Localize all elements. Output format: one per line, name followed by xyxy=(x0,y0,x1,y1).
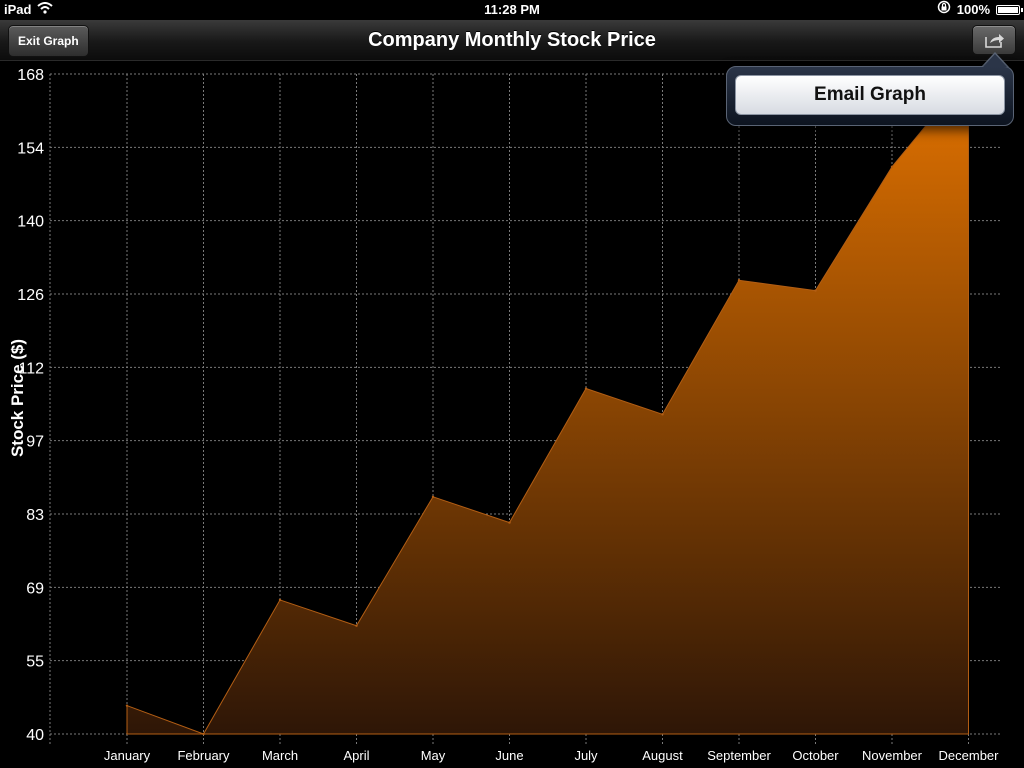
x-tick-label: April xyxy=(343,748,369,763)
battery-icon xyxy=(996,5,1023,15)
data-point xyxy=(125,704,129,707)
data-point xyxy=(661,413,664,416)
y-tick-label: 140 xyxy=(17,214,44,231)
data-point xyxy=(890,165,894,169)
y-axis-title: Stock Price ($) xyxy=(8,338,27,458)
y-tick-label: 69 xyxy=(26,580,44,597)
y-tick-label: 97 xyxy=(26,434,44,451)
stock-price-chart: 168 154 140 126 112 97 83 69 55 40 January Februar… xyxy=(17,67,1000,763)
device-label: iPad xyxy=(4,2,32,17)
y-tick-label: 126 xyxy=(17,287,44,304)
y-tick-label: 40 xyxy=(26,727,44,744)
x-tick-label: June xyxy=(495,748,523,763)
share-button[interactable] xyxy=(972,25,1016,55)
x-tick-label: November xyxy=(862,748,923,763)
x-tick-label: August xyxy=(642,748,683,763)
data-point xyxy=(355,624,358,627)
share-popover: Email Graph xyxy=(726,66,1014,126)
status-bar: iPad 11:28 PM 100% xyxy=(0,0,1024,20)
x-tick-label: September xyxy=(707,748,771,763)
data-point xyxy=(431,495,435,499)
data-point xyxy=(737,279,741,282)
share-icon xyxy=(985,34,1004,48)
y-tick-label: 83 xyxy=(26,507,44,524)
status-time: 11:28 PM xyxy=(484,2,540,17)
data-point xyxy=(814,289,817,292)
battery-percent: 100% xyxy=(956,2,990,17)
x-tick-label: February xyxy=(177,748,230,763)
x-tick-label: December xyxy=(939,748,1000,763)
x-axis-ticks: January February March April May June July Augu… xyxy=(104,748,999,763)
stock-price-area xyxy=(126,72,969,735)
rotation-lock-icon xyxy=(937,0,951,20)
y-tick-label: 168 xyxy=(17,67,44,84)
data-point xyxy=(584,387,588,390)
x-tick-label: May xyxy=(421,748,446,763)
data-point xyxy=(202,732,205,736)
wifi-icon xyxy=(37,0,54,20)
data-point xyxy=(508,521,511,524)
popover-arrow-inner xyxy=(983,54,1007,67)
nav-bar: Company Monthly Stock Price Exit Graph xyxy=(0,20,1024,61)
x-tick-label: July xyxy=(574,748,598,763)
email-graph-button[interactable]: Email Graph xyxy=(735,75,1005,115)
page-title: Company Monthly Stock Price xyxy=(368,29,656,51)
y-tick-label: 154 xyxy=(17,140,44,157)
x-tick-label: January xyxy=(104,748,151,763)
x-tick-label: October xyxy=(792,748,839,763)
y-axis-ticks: 168 154 140 126 112 97 83 69 55 40 xyxy=(17,67,44,744)
data-points xyxy=(125,72,970,736)
data-point xyxy=(278,598,282,602)
exit-graph-button[interactable]: Exit Graph xyxy=(8,25,89,57)
y-tick-label: 112 xyxy=(18,360,44,377)
y-tick-label: 55 xyxy=(26,654,44,671)
x-tick-label: March xyxy=(262,748,298,763)
